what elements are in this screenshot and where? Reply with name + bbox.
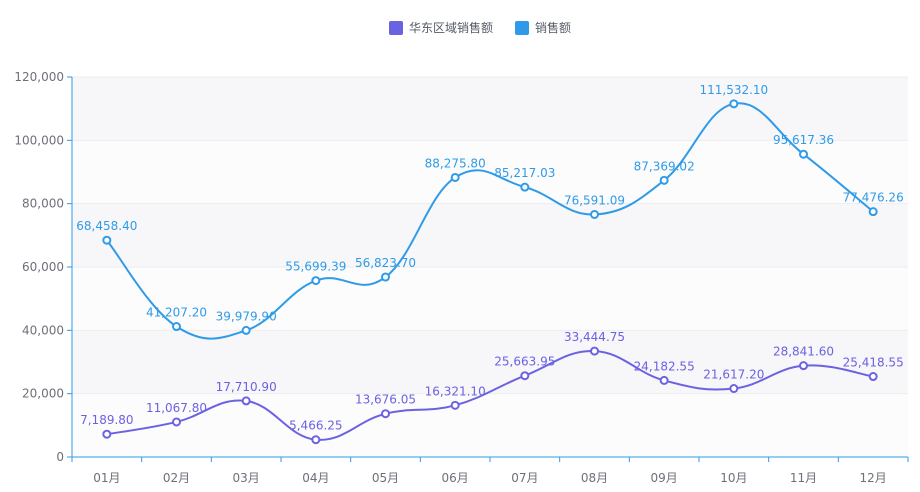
data-point (520, 182, 530, 192)
x-tick-label: 03月 (233, 471, 260, 485)
data-point (868, 207, 878, 217)
grid-band (72, 393, 908, 457)
data-label: 77,476.26 (843, 191, 904, 205)
y-tick-label: 0 (56, 450, 64, 464)
data-point (659, 375, 669, 385)
data-label: 25,418.55 (843, 356, 904, 370)
data-point (729, 99, 739, 109)
x-tick-label: 10月 (720, 471, 747, 485)
y-tick-label: 100,000 (14, 133, 64, 147)
data-label: 39,979.90 (216, 309, 277, 323)
grid-band (72, 203, 908, 267)
data-label: 88,275.80 (425, 156, 486, 170)
data-label: 33,444.75 (564, 330, 625, 344)
y-tick-label: 40,000 (22, 323, 64, 337)
data-label: 17,710.90 (216, 380, 277, 394)
x-tick-label: 02月 (163, 471, 190, 485)
data-label: 16,321.10 (425, 384, 486, 398)
data-point (799, 361, 808, 371)
legend-swatch (515, 21, 529, 35)
x-tick-label: 11月 (790, 471, 817, 485)
data-label: 76,591.09 (564, 193, 625, 207)
data-label: 95,617.36 (773, 133, 834, 147)
data-point (729, 384, 739, 394)
y-tick-label: 60,000 (22, 260, 64, 274)
x-tick-label: 07月 (511, 471, 538, 485)
x-tick-label: 04月 (302, 471, 329, 485)
data-label: 111,532.10 (699, 83, 768, 97)
x-tick-label: 01月 (93, 471, 120, 485)
x-tick-label: 08月 (581, 471, 608, 485)
data-label: 85,217.03 (494, 166, 555, 180)
data-label: 25,663.95 (494, 355, 555, 369)
data-point (102, 235, 112, 245)
data-label: 7,189.80 (80, 413, 133, 427)
data-label: 87,369.02 (634, 159, 695, 173)
y-tick-label: 20,000 (22, 387, 64, 401)
y-tick-label: 120,000 (14, 70, 64, 84)
data-point (241, 325, 251, 335)
data-point (450, 400, 460, 410)
x-tick-label: 12月 (860, 471, 887, 485)
data-point (799, 149, 808, 159)
legend-label: 华东区域销售额 (409, 20, 493, 35)
data-point (311, 276, 321, 286)
data-point (659, 175, 669, 185)
grid-band (72, 267, 908, 331)
data-label: 41,207.20 (146, 306, 207, 320)
data-point (172, 322, 181, 332)
data-point (381, 272, 390, 282)
data-label: 56,823.70 (355, 256, 416, 270)
data-point (311, 435, 321, 445)
data-label: 55,699.39 (285, 260, 346, 274)
data-point (520, 371, 530, 381)
data-label: 28,841.60 (773, 345, 834, 359)
data-point (868, 372, 878, 382)
x-tick-label: 05月 (372, 471, 399, 485)
data-label: 21,617.20 (703, 368, 764, 382)
grid-band (72, 330, 908, 394)
x-tick-label: 09月 (651, 471, 678, 485)
data-point (450, 172, 460, 182)
data-label: 13,676.05 (355, 393, 416, 407)
x-tick-label: 06月 (442, 471, 469, 485)
data-label: 24,182.55 (634, 359, 695, 373)
data-point (590, 346, 599, 356)
data-label: 11,067.80 (146, 401, 207, 415)
data-point (102, 429, 112, 439)
legend-label: 销售额 (535, 20, 571, 35)
legend-swatch (389, 21, 403, 35)
data-point (172, 417, 181, 427)
data-label: 5,466.25 (289, 419, 342, 433)
data-point (241, 396, 251, 406)
data-point (381, 409, 390, 419)
grid-band (72, 77, 908, 141)
data-point (590, 209, 599, 219)
y-tick-label: 80,000 (22, 197, 64, 211)
data-label: 68,458.40 (76, 219, 137, 233)
